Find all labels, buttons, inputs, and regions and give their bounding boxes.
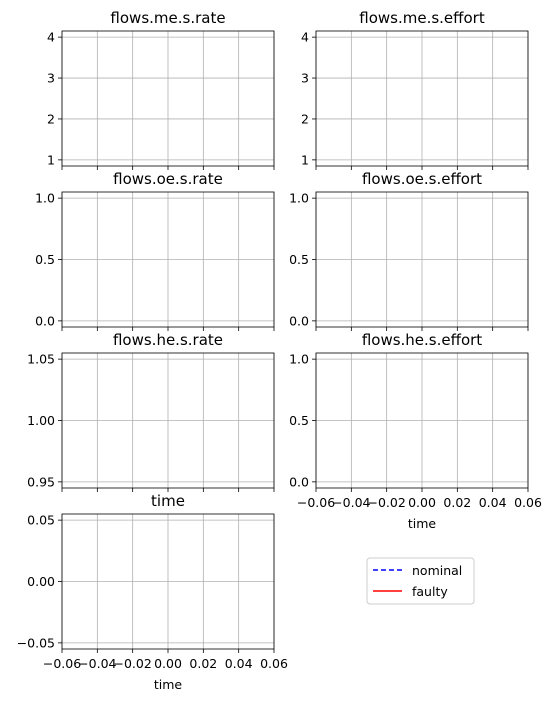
subplot-title: flows.he.s.effort (362, 331, 482, 349)
y-tick-label: 3 (47, 71, 55, 86)
subplot-title: flows.me.s.rate (110, 9, 225, 27)
x-tick-label: 0.00 (408, 495, 436, 510)
y-tick-label: 4 (47, 30, 55, 45)
y-tick-label: 0.0 (35, 313, 55, 328)
x-tick-label: 0.06 (514, 495, 542, 510)
subplot-title: time (151, 492, 185, 510)
subplot-3: 0.0 0.5 1.0 flows.oe.s.rate (35, 170, 275, 331)
x-tick-label: −0.02 (368, 495, 406, 510)
subplot-title: flows.he.s.rate (113, 331, 223, 349)
x-tick-label: −0.04 (332, 495, 370, 510)
y-tick-label: 0.5 (35, 252, 55, 267)
x-tick-label: 0.04 (225, 656, 253, 671)
y-tick-label: 0.5 (289, 252, 309, 267)
x-tick-label: −0.06 (43, 656, 81, 671)
y-tick-label: 0.0 (289, 313, 309, 328)
subplot-title: flows.me.s.effort (359, 9, 485, 27)
x-tick-label: 0.06 (260, 656, 288, 671)
subplot-title: flows.oe.s.effort (362, 170, 482, 188)
legend-nominal-label: nominal (412, 563, 462, 578)
y-tick-label: 1 (301, 152, 309, 167)
y-tick-label: 1.0 (289, 191, 309, 206)
subplot-title: flows.oe.s.rate (113, 170, 223, 188)
x-tick-label: 0.02 (189, 656, 217, 671)
legend: nominal faulty (366, 557, 475, 605)
y-tick-label: 1.0 (35, 191, 55, 206)
x-tick-label: 0.00 (154, 656, 182, 671)
subplot-2: 1 2 3 4 flows.me.s.effort (301, 9, 529, 170)
y-tick-label: 0.00 (27, 574, 55, 589)
x-axis-label: time (154, 677, 183, 692)
subplots: 1 2 3 4 flows.me.s.rate 1 2 3 4 flows.me.s.effort… (17, 9, 542, 692)
y-tick-label: 0.0 (289, 474, 309, 489)
y-tick-label: 2 (47, 111, 55, 126)
subplot-4: 0.0 0.5 1.0 flows.oe.s.effort (289, 170, 529, 331)
y-tick-label: 0.5 (289, 413, 309, 428)
x-tick-label: −0.04 (78, 656, 116, 671)
legend-faulty-label: faulty (412, 584, 448, 599)
y-tick-label: 1.00 (27, 413, 55, 428)
y-tick-label: 0.05 (27, 513, 55, 528)
subplot-1: 1 2 3 4 flows.me.s.rate (47, 9, 275, 170)
y-tick-label: 0.95 (27, 474, 55, 489)
x-tick-label: 0.02 (443, 495, 471, 510)
subplot-7: −0.050.000.05−0.06−0.04−0.02 0.00 0.02 0.04… (17, 492, 288, 692)
x-tick-label: −0.02 (114, 656, 152, 671)
x-tick-label: −0.06 (297, 495, 335, 510)
y-tick-label: 2 (301, 111, 309, 126)
y-tick-label: 1.05 (27, 352, 55, 367)
x-tick-label: 0.04 (479, 495, 507, 510)
y-tick-label: 1.0 (289, 352, 309, 367)
x-axis-label: time (408, 516, 437, 531)
y-tick-label: −0.05 (17, 635, 55, 650)
subplot-5: 0.95 1.00 1.05 flows.he.s.rate (27, 331, 275, 492)
y-tick-label: 3 (301, 71, 309, 86)
subplot-6: 0.0 0.5 1.0 −0.06−0.04−0.02 0.00 0.02 0.04 0.06… (289, 331, 542, 531)
y-tick-label: 1 (47, 152, 55, 167)
y-tick-label: 4 (301, 30, 309, 45)
